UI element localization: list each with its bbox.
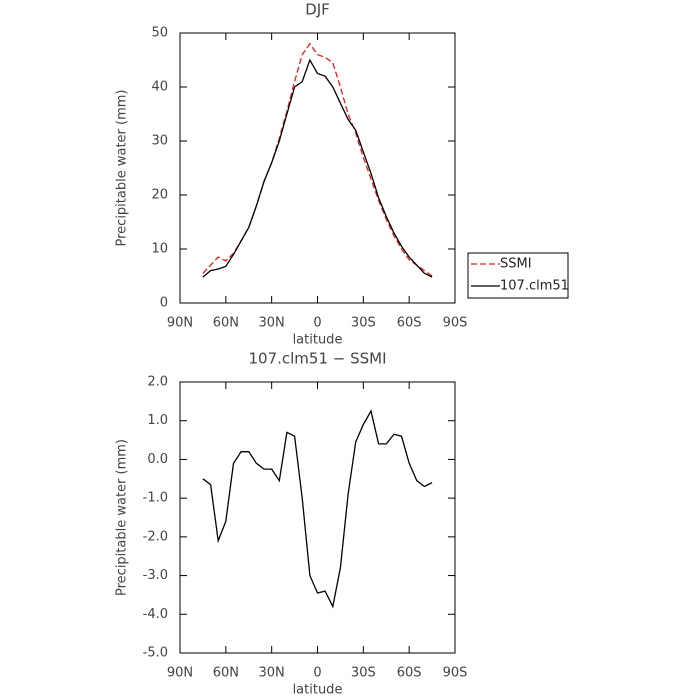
- legend-label: SSMI: [500, 257, 532, 272]
- y-tick-label: 20: [151, 188, 168, 203]
- y-tick-label: -4.0: [143, 607, 168, 622]
- x-tick-label: 60N: [213, 666, 239, 681]
- x-tick-label: 30N: [259, 666, 285, 681]
- plot-frame: [179, 32, 456, 304]
- y-tick-label: 50: [151, 26, 168, 41]
- x-tick-label: 0: [313, 316, 321, 331]
- legend-label: 107.clm51: [500, 279, 569, 294]
- x-tick-label: 30N: [259, 316, 285, 331]
- plot-frame: [179, 381, 456, 654]
- x-tick-label: 60N: [213, 316, 239, 331]
- y-tick-label: 2.0: [147, 375, 168, 390]
- y-tick-label: -3.0: [143, 568, 168, 583]
- y-tick-label: 40: [151, 80, 168, 95]
- y-axis-label: Precipitable water (mm): [115, 90, 130, 247]
- x-tick-label: 90N: [167, 666, 193, 681]
- x-tick-label: 90S: [443, 316, 468, 331]
- x-tick-label: 0: [313, 666, 321, 681]
- x-tick-label: 30S: [351, 666, 376, 681]
- chart-title: 107.clm51 − SSMI: [248, 350, 386, 368]
- y-tick-label: 0.0: [147, 452, 168, 467]
- y-tick-label: 0: [160, 296, 168, 311]
- x-axis-label: latitude: [293, 333, 343, 348]
- x-axis-label: latitude: [293, 683, 343, 698]
- y-tick-label: -2.0: [143, 529, 168, 544]
- y-axis-label: Precipitable water (mm): [115, 439, 130, 596]
- x-tick-label: 90S: [443, 666, 468, 681]
- legend-box: [467, 252, 569, 299]
- y-tick-label: 10: [151, 242, 168, 257]
- y-tick-label: 30: [151, 134, 168, 149]
- x-tick-label: 90N: [167, 316, 193, 331]
- data-line: [202, 42, 433, 277]
- y-tick-label: -1.0: [143, 491, 168, 506]
- data-line: [202, 58, 433, 278]
- data-line: [202, 409, 433, 609]
- x-tick-label: 60S: [397, 666, 422, 681]
- y-tick-label: 1.0: [147, 413, 168, 428]
- x-tick-label: 60S: [397, 316, 422, 331]
- x-tick-label: 30S: [351, 316, 376, 331]
- y-tick-label: -5.0: [143, 646, 168, 661]
- chart-title: DJF: [305, 1, 330, 19]
